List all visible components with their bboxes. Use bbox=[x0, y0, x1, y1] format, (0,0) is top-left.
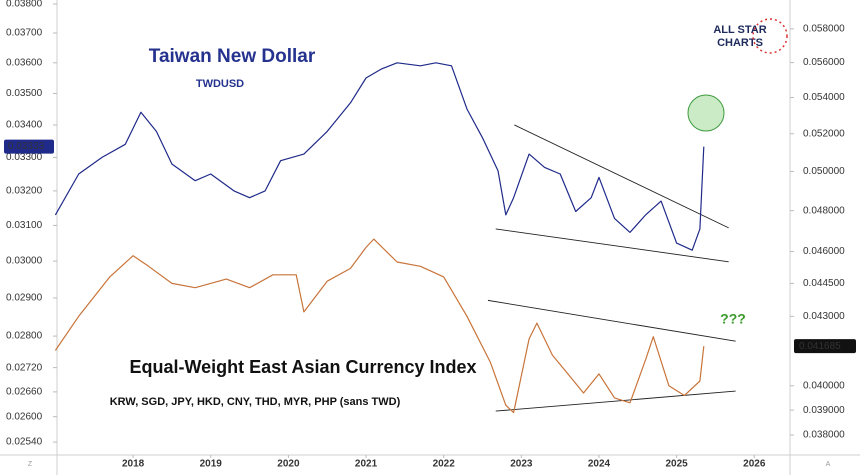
x-tick-label: 2025 bbox=[666, 459, 689, 470]
y-tick-label: 0.03800 bbox=[6, 0, 43, 10]
last-value-label: 0.03333 bbox=[8, 141, 45, 152]
highlight-circle bbox=[687, 94, 725, 132]
y2-tick-label: 0.046000 bbox=[803, 246, 845, 257]
last-value-box bbox=[794, 339, 856, 354]
y-tick-label: 0.02900 bbox=[6, 293, 43, 304]
x-tick-label: 2018 bbox=[122, 459, 145, 470]
y2-tick-label: 0.038000 bbox=[803, 430, 845, 441]
series-ticker: TWDUSD bbox=[196, 78, 244, 90]
last-value-label: 0.041685 bbox=[799, 341, 841, 352]
y-tick-label: 0.03000 bbox=[6, 256, 43, 267]
series-title: Taiwan New Dollar bbox=[149, 46, 316, 67]
y-tick-label: 0.02800 bbox=[6, 331, 43, 342]
y2-tick-label: 0.052000 bbox=[803, 128, 845, 139]
y2-tick-label: 0.043000 bbox=[803, 311, 845, 322]
last-value-box bbox=[4, 139, 54, 154]
corner-label: Z bbox=[28, 461, 33, 468]
y-tick-label: 0.02720 bbox=[6, 362, 43, 373]
x-tick-label: 2022 bbox=[433, 459, 456, 470]
y2-tick-label: 0.039000 bbox=[803, 405, 845, 416]
series-line bbox=[54, 238, 705, 414]
y-tick-label: 0.02600 bbox=[6, 411, 43, 422]
corner-label: A bbox=[826, 461, 831, 468]
x-tick-label: 2026 bbox=[743, 459, 766, 470]
trendline bbox=[487, 299, 736, 342]
y2-tick-label: 0.058000 bbox=[803, 24, 845, 35]
y2-tick-label: 0.040000 bbox=[803, 380, 845, 391]
y2-tick-label: 0.056000 bbox=[803, 57, 845, 68]
y-tick-label: 0.03300 bbox=[6, 152, 43, 163]
series-line bbox=[54, 62, 705, 251]
y-tick-label: 0.02660 bbox=[6, 387, 43, 398]
y-tick-label: 0.03100 bbox=[6, 220, 43, 231]
x-tick-label: 2023 bbox=[510, 459, 533, 470]
y-tick-label: 0.03700 bbox=[6, 28, 43, 39]
logo-text: ALL STAR bbox=[713, 24, 766, 36]
trendline bbox=[495, 228, 729, 263]
y2-tick-label: 0.048000 bbox=[803, 205, 845, 216]
logo-ring bbox=[752, 18, 788, 54]
trendline bbox=[514, 124, 729, 229]
y2-tick-label: 0.044500 bbox=[803, 278, 845, 289]
x-tick-label: 2020 bbox=[277, 459, 300, 470]
y2-tick-label: 0.054000 bbox=[803, 92, 845, 103]
x-tick-label: 2021 bbox=[355, 459, 378, 470]
x-tick-label: 2019 bbox=[200, 459, 223, 470]
y2-tick-label: 0.050000 bbox=[803, 166, 845, 177]
y-tick-label: 0.02540 bbox=[6, 437, 43, 448]
trendline bbox=[495, 390, 736, 412]
series-title: Equal-Weight East Asian Currency Index bbox=[129, 357, 476, 377]
y-tick-label: 0.03200 bbox=[6, 186, 43, 197]
x-tick-label: 2024 bbox=[588, 459, 611, 470]
logo-text: CHARTS bbox=[717, 37, 763, 49]
y-tick-label: 0.03500 bbox=[6, 88, 43, 99]
y-tick-label: 0.03600 bbox=[6, 57, 43, 68]
series-components: KRW, SGD, JPY, HKD, CNY, THD, MYR, PHP (… bbox=[110, 396, 401, 408]
annotation: ??? bbox=[720, 311, 746, 327]
y-tick-label: 0.03400 bbox=[6, 120, 43, 131]
